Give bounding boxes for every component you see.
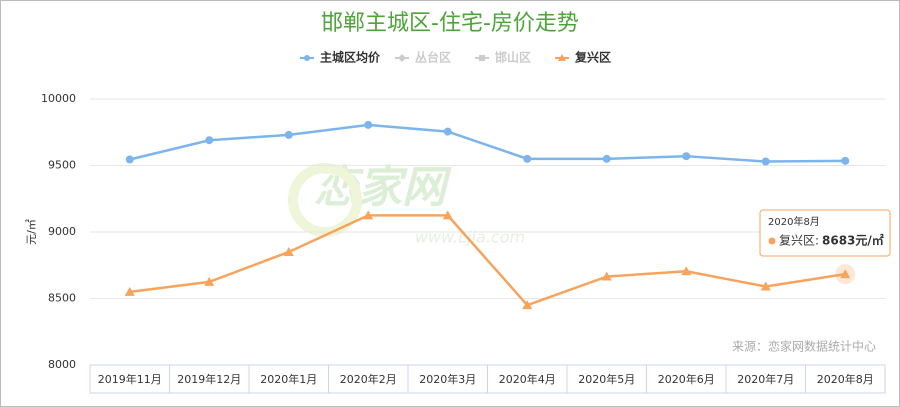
x-tick-label: 2020年2月 <box>340 372 397 386</box>
x-tick-label: 2020年6月 <box>658 372 715 386</box>
data-point <box>124 286 135 296</box>
data-point <box>522 300 533 310</box>
data-point <box>760 281 771 291</box>
x-tick-label: 2020年8月 <box>817 372 874 386</box>
data-point <box>681 266 692 276</box>
y-axis-label: 元/㎡ <box>25 219 38 245</box>
series-line <box>129 214 846 307</box>
data-point <box>761 157 770 166</box>
x-tick-label: 2020年5月 <box>578 372 635 386</box>
legend-marker <box>558 54 566 61</box>
legend-label[interactable]: 复兴区 <box>574 50 611 65</box>
source-note: 来源：恋家网数据统计中心 <box>732 339 876 354</box>
data-point <box>840 269 851 279</box>
y-tick-label: 9500 <box>48 159 76 172</box>
data-point <box>601 271 612 281</box>
legend-marker <box>398 54 406 62</box>
data-point <box>443 127 452 136</box>
tooltip-marker <box>768 237 776 245</box>
data-point <box>125 155 134 164</box>
data-point <box>841 156 850 165</box>
legend-marker <box>479 55 485 61</box>
y-tick-label: 8500 <box>48 292 76 305</box>
data-point <box>204 276 215 286</box>
x-tick-label: 2020年4月 <box>499 372 556 386</box>
series-line <box>129 123 846 163</box>
y-tick-label: 9000 <box>48 225 76 238</box>
x-tick-label: 2020年1月 <box>260 372 317 386</box>
tooltip-series: 复兴区: <box>779 234 819 248</box>
x-tick-label: 2019年12月 <box>177 372 241 386</box>
legend-label[interactable]: 主城区均价 <box>320 50 381 65</box>
chart-title: 邯郸主城区-住宅-房价走势 <box>321 11 579 36</box>
data-point <box>682 152 691 161</box>
tooltip-value: 8683元/㎡ <box>822 233 884 248</box>
data-point <box>363 210 374 220</box>
data-point <box>364 120 373 129</box>
tooltip-title: 2020年8月 <box>768 215 820 228</box>
legend-label[interactable]: 邯山区 <box>495 50 531 65</box>
legend-marker <box>304 55 310 61</box>
y-tick-label: 10000 <box>41 92 76 105</box>
data-point <box>602 154 611 163</box>
tooltip-box <box>759 209 891 257</box>
y-tick-label: 8000 <box>48 358 76 371</box>
x-tick-box <box>805 364 886 394</box>
data-point <box>523 154 532 163</box>
x-tick-label: 2020年7月 <box>737 372 794 386</box>
x-tick-label: 2020年3月 <box>419 372 476 386</box>
legend-label[interactable]: 丛台区 <box>415 50 451 65</box>
data-point <box>284 130 293 139</box>
data-point <box>205 136 214 145</box>
watermark-url: www.Ljia.com <box>415 228 525 247</box>
x-tick-label: 2019年11月 <box>98 372 162 386</box>
data-point <box>283 246 294 256</box>
data-point <box>442 210 453 220</box>
